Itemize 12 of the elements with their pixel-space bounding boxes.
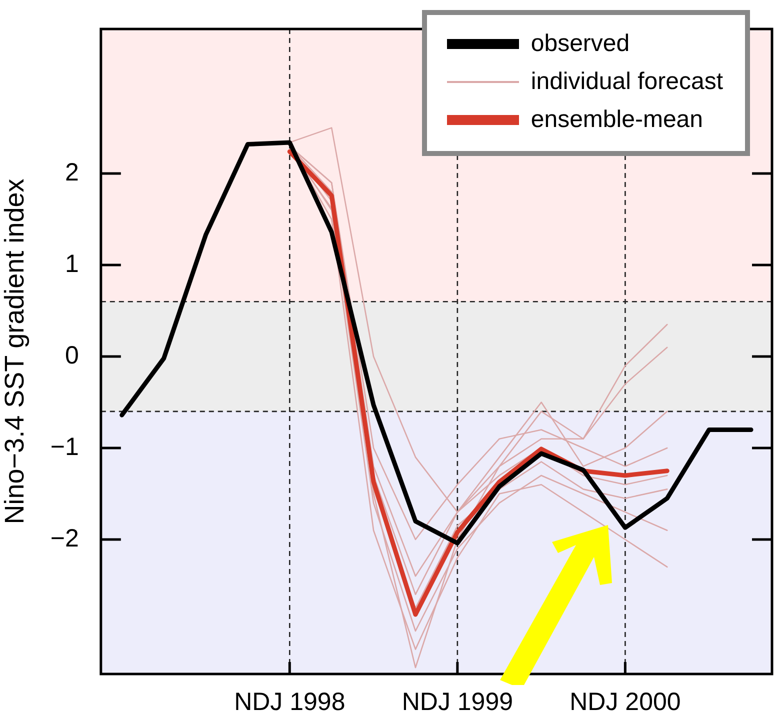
x-tick-label: NDJ 2000	[570, 688, 681, 716]
x-tick-label: NDJ 1998	[234, 688, 346, 716]
y-tick-label: −1	[50, 432, 79, 461]
x-tick-label: NDJ 1999	[402, 688, 514, 716]
legend-label: ensemble-mean	[530, 106, 703, 134]
y-tick-label: 0	[64, 341, 79, 370]
y-tick-label: 2	[64, 158, 79, 186]
legend-label: individual forecast	[530, 68, 723, 96]
legend-label: observed	[530, 30, 630, 58]
y-tick-label: −2	[50, 524, 79, 552]
y-axis-title: Nino−3.4 SST gradient index	[0, 178, 30, 524]
y-tick-label: 1	[64, 250, 79, 278]
